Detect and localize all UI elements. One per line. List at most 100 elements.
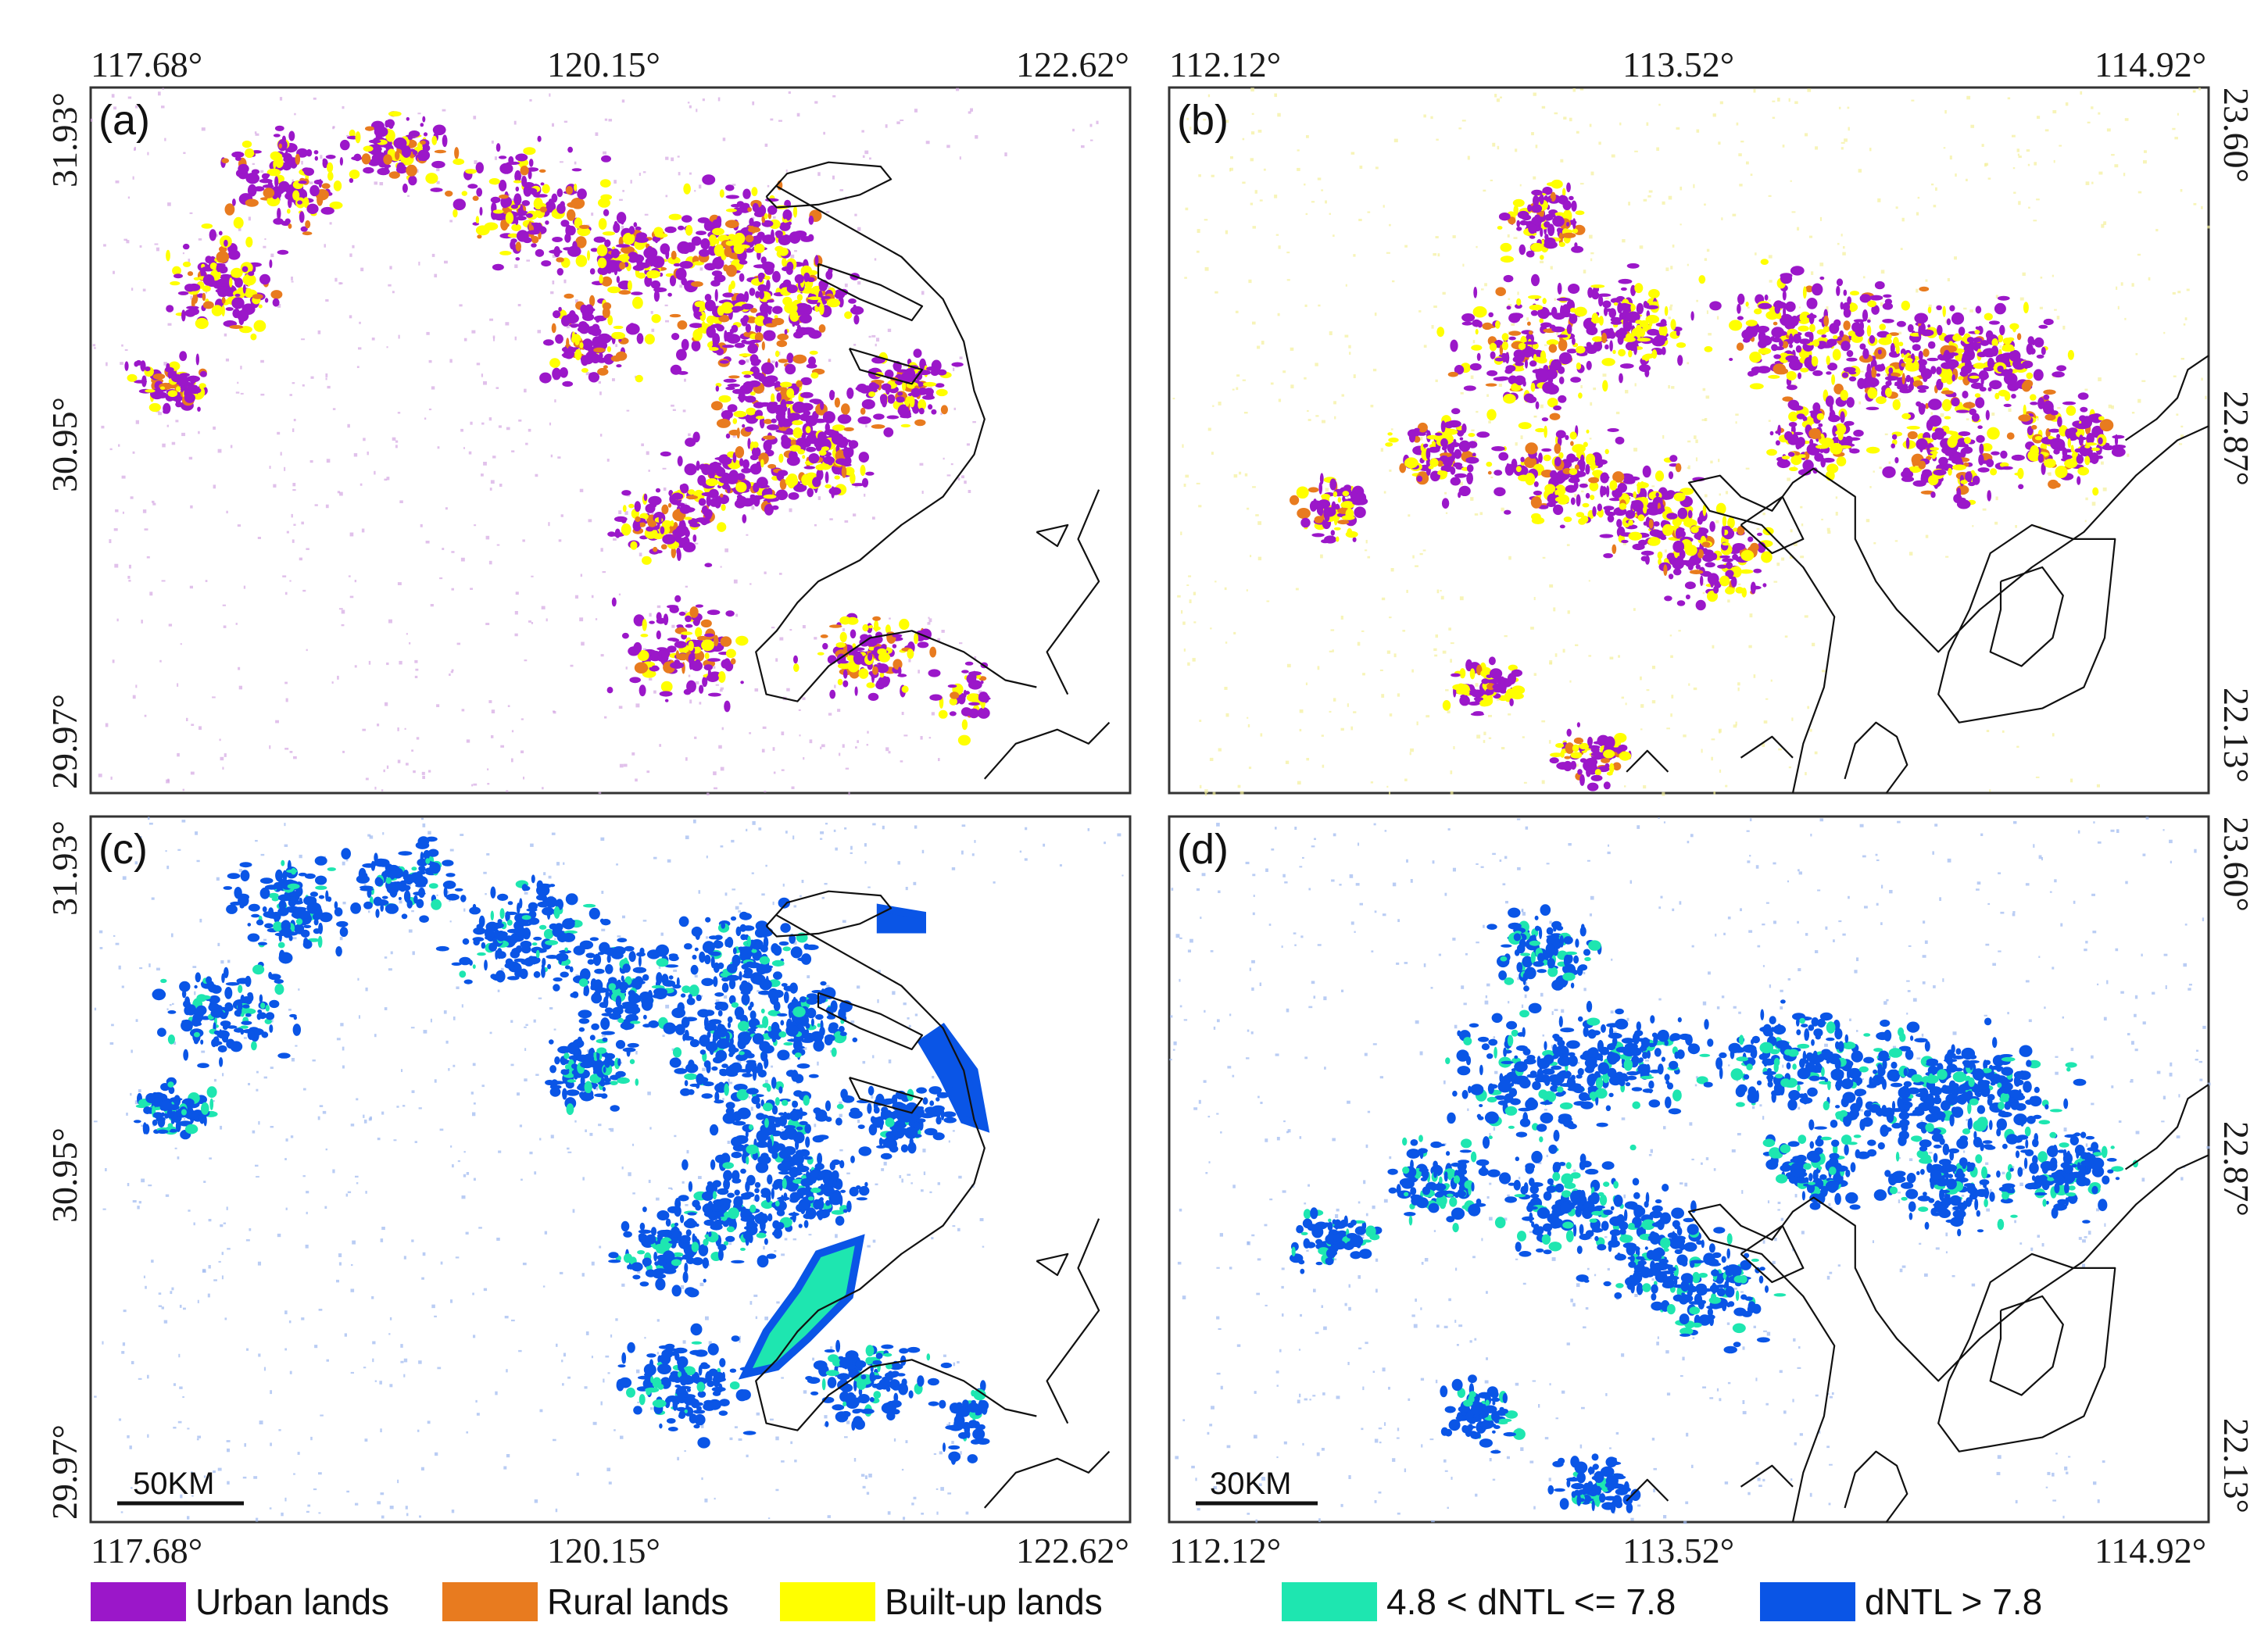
faint-pixel <box>113 106 117 110</box>
faint-pixel <box>1519 184 1522 187</box>
land-patch <box>926 366 938 371</box>
faint-pixel <box>595 132 599 136</box>
faint-pixel <box>1676 127 1680 130</box>
faint-pixel <box>699 184 702 189</box>
land-patch <box>1672 540 1685 553</box>
faint-pixel <box>2057 407 2061 409</box>
faint-pixel <box>1735 421 1737 424</box>
faint-pixel <box>397 582 402 586</box>
faint-pixel <box>360 483 363 486</box>
land-patch <box>681 215 692 223</box>
faint-pixel <box>1533 176 1536 180</box>
land-patch <box>1570 307 1576 313</box>
land-patch <box>645 503 656 513</box>
land-patch <box>1557 334 1569 338</box>
faint-pixel <box>158 91 161 96</box>
land-patch <box>2037 453 2044 463</box>
faint-pixel <box>2108 404 2112 409</box>
faint-pixel <box>1237 784 1241 788</box>
faint-pixel <box>1347 496 1349 499</box>
land-patch <box>1441 498 1450 509</box>
land-patch <box>1853 429 1864 437</box>
faint-pixel <box>177 752 180 757</box>
land-patch <box>728 429 740 436</box>
land-patch <box>764 275 771 281</box>
land-patch <box>739 458 744 466</box>
land-patch <box>238 163 249 174</box>
faint-pixel <box>943 457 945 460</box>
land-patch <box>727 404 738 413</box>
faint-pixel <box>1476 410 1479 413</box>
faint-pixel <box>1411 669 1414 673</box>
faint-pixel <box>1624 785 1626 788</box>
faint-pixel <box>1233 474 1238 478</box>
land-patch <box>659 691 673 697</box>
land-patch <box>1895 345 1900 354</box>
faint-pixel <box>1182 444 1184 448</box>
faint-pixel <box>885 747 889 752</box>
faint-pixel <box>651 328 655 332</box>
faint-pixel <box>2106 128 2111 132</box>
land-patch <box>707 674 719 682</box>
land-patch <box>789 450 798 461</box>
land-patch <box>810 372 819 379</box>
faint-pixel <box>134 148 136 152</box>
faint-pixel <box>946 145 950 148</box>
faint-pixel <box>293 419 296 422</box>
faint-pixel <box>2131 412 2135 414</box>
faint-pixel <box>485 623 490 626</box>
land-patch <box>914 419 926 427</box>
faint-pixel <box>1252 486 1256 488</box>
land-patch <box>1551 306 1558 318</box>
faint-pixel <box>771 360 775 363</box>
land-patch <box>621 245 635 254</box>
land-patch <box>1841 341 1851 352</box>
faint-pixel <box>626 409 630 412</box>
faint-pixel <box>773 216 776 219</box>
faint-pixel <box>260 170 264 173</box>
faint-pixel <box>927 622 931 625</box>
land-patch <box>917 641 929 649</box>
land-patch <box>1574 306 1587 317</box>
land-patch <box>1640 359 1647 366</box>
faint-pixel <box>332 126 335 129</box>
faint-pixel <box>1651 666 1656 670</box>
faint-pixel <box>222 766 224 770</box>
faint-pixel <box>1218 748 1222 752</box>
land-patch <box>887 394 896 404</box>
land-patch <box>1550 470 1558 480</box>
land-patch <box>966 693 981 702</box>
land-patch <box>1602 380 1608 392</box>
faint-pixel <box>1888 461 1891 464</box>
faint-pixel <box>416 737 420 740</box>
land-patch <box>1655 492 1659 498</box>
land-patch <box>678 225 685 230</box>
faint-pixel <box>722 138 726 141</box>
faint-pixel <box>182 788 184 791</box>
land-patch <box>758 274 764 283</box>
land-patch <box>867 692 879 702</box>
land-patch <box>453 158 465 166</box>
land-patch <box>1576 512 1585 518</box>
faint-pixel <box>416 169 419 173</box>
land-patch <box>744 426 754 432</box>
land-patch <box>1753 568 1762 574</box>
faint-pixel <box>285 698 288 702</box>
faint-pixel <box>301 338 305 341</box>
faint-pixel <box>255 133 259 136</box>
faint-pixel <box>1526 317 1529 321</box>
faint-pixel <box>1357 641 1361 646</box>
land-patch <box>365 126 374 131</box>
faint-pixel <box>2080 91 2083 95</box>
faint-pixel <box>499 484 503 487</box>
land-patch <box>677 456 683 466</box>
faint-pixel <box>649 677 653 681</box>
faint-pixel <box>781 769 785 771</box>
land-patch <box>259 273 270 285</box>
land-patch <box>749 288 756 296</box>
land-patch <box>784 329 788 335</box>
land-patch <box>453 198 466 211</box>
faint-pixel <box>1426 715 1430 718</box>
faint-pixel <box>459 304 463 307</box>
land-patch <box>2055 466 2068 478</box>
